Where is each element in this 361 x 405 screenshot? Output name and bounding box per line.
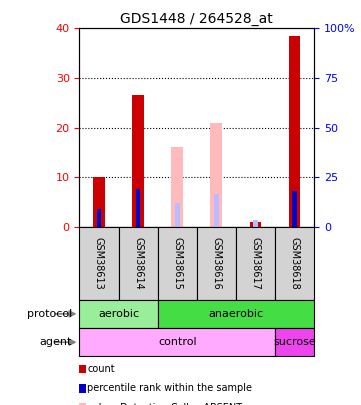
Bar [275,328,314,356]
Text: count: count [87,364,115,374]
Bar [136,189,140,227]
Bar [197,227,236,300]
Text: percentile rank within the sample: percentile rank within the sample [87,384,252,393]
Bar [79,227,118,300]
Bar [171,147,183,227]
Text: GSM38614: GSM38614 [133,237,143,290]
Text: value, Detection Call = ABSENT: value, Detection Call = ABSENT [87,403,243,405]
Bar [236,227,275,300]
Text: protocol: protocol [27,309,72,319]
Text: aerobic: aerobic [98,309,139,319]
Bar [118,227,158,300]
Bar [97,209,101,227]
Bar [175,203,179,227]
Bar [132,95,144,227]
Bar [79,328,275,356]
Text: GSM38617: GSM38617 [251,237,260,290]
Bar [253,220,258,227]
Text: GSM38615: GSM38615 [172,237,182,290]
Text: control: control [158,337,196,347]
Bar [79,300,158,328]
Text: GSM38613: GSM38613 [94,237,104,290]
Bar [249,222,261,227]
Text: sucrose: sucrose [273,337,316,347]
Bar [158,300,314,328]
Bar [158,227,197,300]
Bar [214,194,219,227]
Bar [249,222,261,227]
Bar [275,227,314,300]
Title: GDS1448 / 264528_at: GDS1448 / 264528_at [120,12,273,26]
Bar [210,123,222,227]
Bar [292,191,297,227]
Text: GSM38618: GSM38618 [290,237,300,290]
Text: agent: agent [40,337,72,347]
Bar [289,36,300,227]
Bar [93,177,105,227]
Text: GSM38616: GSM38616 [211,237,221,290]
Text: anaerobic: anaerobic [208,309,264,319]
